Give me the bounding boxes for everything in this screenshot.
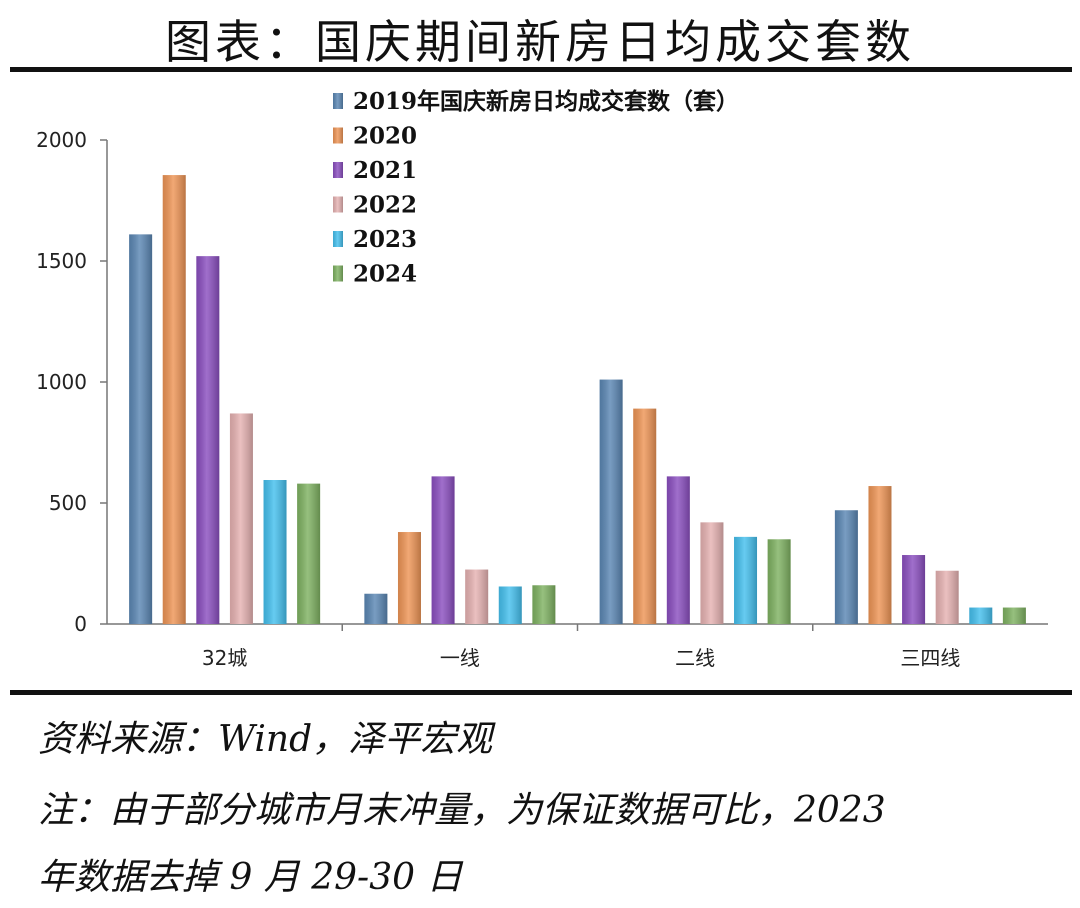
bar-shading: [666, 476, 690, 624]
bars: [129, 175, 1026, 624]
bar: [229, 413, 253, 624]
legend: 2019年国庆新房日均成交套数（套） 2020 2021 2022 2023 2024: [333, 88, 739, 288]
bar: [935, 570, 959, 624]
bar-shading: [868, 486, 892, 624]
legend-swatch-shading: [333, 162, 343, 178]
bar: [666, 476, 690, 624]
bar-shading: [1002, 607, 1026, 624]
source-note: 资料来源：Wind，泽平宏观: [38, 719, 493, 760]
bar: [263, 480, 287, 624]
bar-shading: [767, 539, 791, 624]
bar: [162, 175, 186, 624]
bar-shading: [532, 585, 556, 624]
legend-label: 2022: [353, 192, 417, 219]
bar-shading: [297, 483, 321, 624]
legend-item: 2020: [333, 123, 417, 150]
legend-swatch-shading: [333, 265, 343, 282]
legend-swatch-shading: [333, 196, 343, 213]
bar: [465, 569, 489, 624]
bar: [397, 532, 421, 624]
bar-shading: [397, 532, 421, 624]
bar: [633, 408, 657, 624]
legend-swatch-shading: [333, 93, 343, 109]
bar-shading: [196, 256, 220, 624]
footnote-line-1: 注：由于部分城市月末冲量，为保证数据可比，2023: [38, 790, 886, 831]
bottom-rule: [10, 690, 1072, 695]
bar-shading: [734, 536, 758, 624]
bar: [599, 379, 623, 624]
legend-label: 2020: [353, 123, 417, 150]
y-tick-label: 2000: [36, 128, 87, 152]
top-rule: [10, 67, 1072, 72]
bar: [364, 593, 388, 624]
legend-item: 2022: [333, 192, 417, 219]
bar: [431, 476, 455, 624]
category-label: 二线: [675, 646, 715, 670]
legend-item: 2024: [333, 261, 417, 288]
bar-shading: [633, 408, 657, 624]
bar: [969, 607, 993, 624]
bar-shading: [263, 480, 287, 624]
bar-chart: 0 500 1000 1500 2000 32城 一线 二线 三四线 2019年国庆新房日均成…: [36, 88, 1048, 670]
bar: [834, 510, 858, 624]
legend-label: 2019年国庆新房日均成交套数（套）: [353, 88, 739, 115]
bar: [902, 555, 926, 624]
x-tick-labels: 32城 一线 二线 三四线: [202, 624, 960, 670]
legend-label: 2024: [353, 261, 417, 288]
category-label: 一线: [440, 646, 480, 670]
y-tick-label: 0: [74, 612, 87, 636]
bar-shading: [902, 555, 926, 624]
bar: [196, 256, 220, 624]
y-tick-label: 1500: [36, 249, 87, 273]
category-label: 三四线: [900, 646, 960, 670]
bar-shading: [129, 234, 153, 624]
footnote-line-2: 年数据去掉 9 月 29-30 日: [38, 857, 463, 898]
category-label: 32城: [202, 646, 247, 670]
legend-label: 2023: [353, 226, 417, 253]
legend-swatch-shading: [333, 127, 343, 144]
legend-label: 2021: [353, 157, 417, 184]
bar-shading: [935, 570, 959, 624]
bar: [297, 483, 321, 624]
bar-shading: [599, 379, 623, 624]
legend-item: 2023: [333, 226, 417, 253]
bar: [532, 585, 556, 624]
chart-title: 图表：国庆期间新房日均成交套数: [165, 15, 915, 69]
bar-shading: [498, 586, 522, 624]
bar: [1002, 607, 1026, 624]
bar-shading: [229, 413, 253, 624]
y-tick-labels: 0 500 1000 1500 2000: [36, 128, 107, 636]
bar-shading: [364, 593, 388, 624]
bar-shading: [834, 510, 858, 624]
bar-shading: [700, 522, 724, 624]
legend-item: 2021: [333, 157, 417, 184]
bar-shading: [969, 607, 993, 624]
legend-item: 2019年国庆新房日均成交套数（套）: [333, 88, 739, 115]
bar: [767, 539, 791, 624]
bar: [868, 486, 892, 624]
bar-shading: [431, 476, 455, 624]
bar-shading: [465, 569, 489, 624]
bar: [129, 234, 153, 624]
bar: [700, 522, 724, 624]
bar-shading: [162, 175, 186, 624]
legend-swatch-shading: [333, 231, 343, 247]
bar: [734, 536, 758, 624]
y-tick-label: 1000: [36, 370, 87, 394]
y-tick-label: 500: [49, 491, 87, 515]
bar: [498, 586, 522, 624]
